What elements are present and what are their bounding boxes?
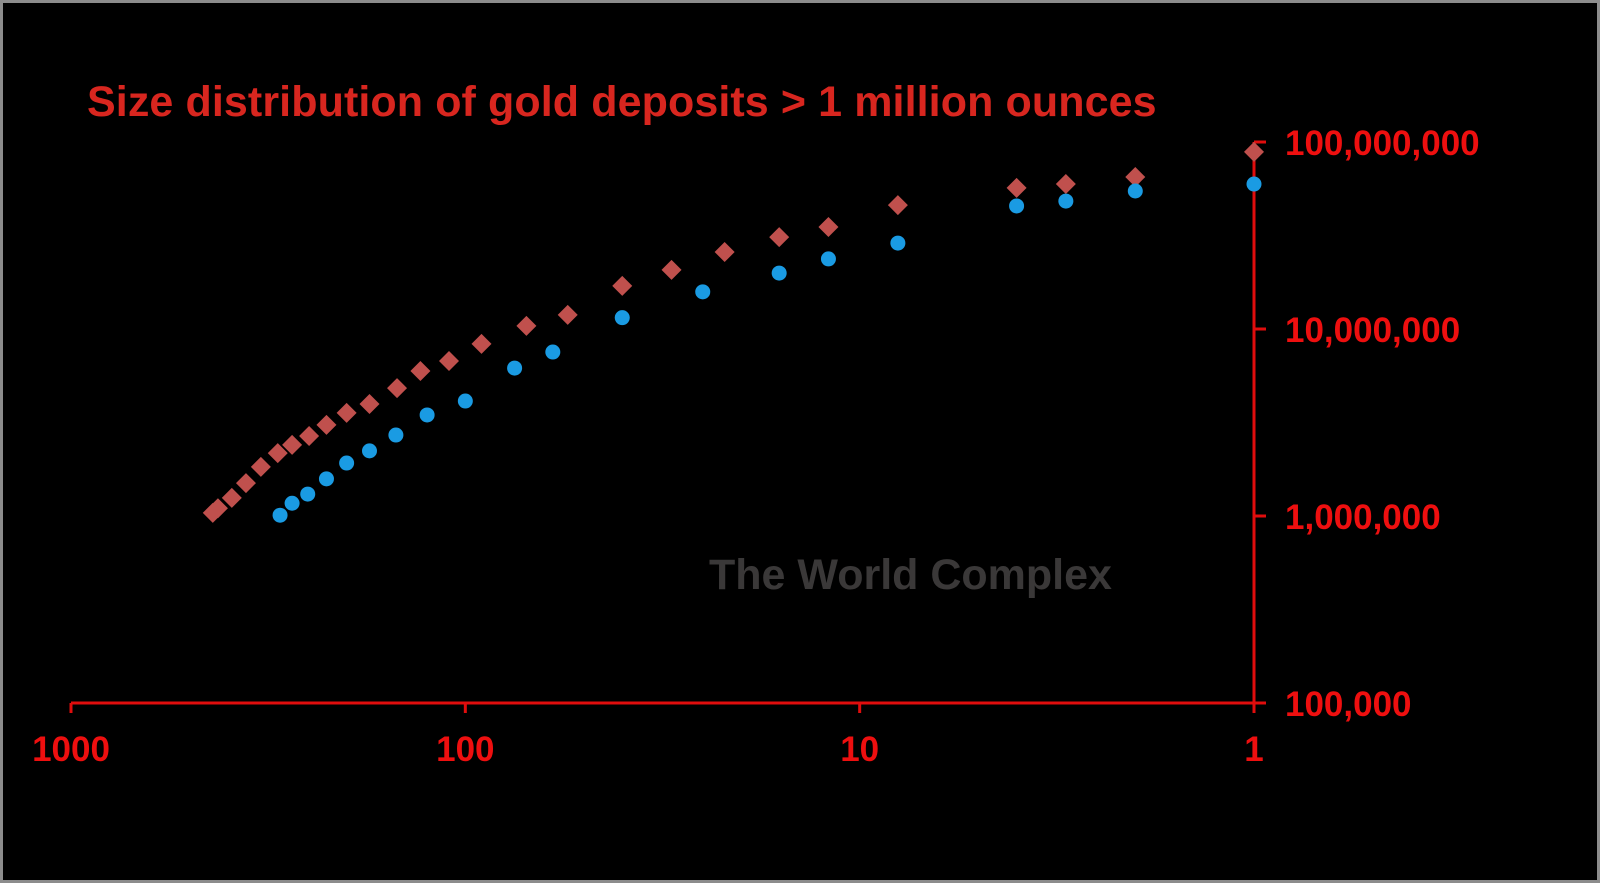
circle-marker bbox=[361, 443, 377, 459]
circle-marker bbox=[1009, 198, 1025, 214]
diamond-marker bbox=[818, 217, 839, 238]
y-tick-label: 100,000,000 bbox=[1285, 124, 1480, 163]
diamond-marker bbox=[557, 304, 578, 325]
diamond-marker bbox=[439, 351, 460, 372]
series-blue-circles bbox=[272, 176, 1262, 523]
circle-marker bbox=[1058, 193, 1074, 209]
diamond-marker bbox=[282, 434, 303, 455]
series-red-diamonds bbox=[202, 141, 1264, 523]
circle-marker bbox=[614, 310, 630, 326]
diamond-marker bbox=[299, 425, 320, 446]
diamond-marker bbox=[714, 242, 735, 263]
x-tick-label: 1000 bbox=[32, 730, 110, 769]
diamond-marker bbox=[612, 275, 633, 296]
diamond-marker bbox=[336, 402, 357, 423]
diamond-marker bbox=[316, 414, 337, 435]
x-tick-label: 10 bbox=[840, 730, 879, 769]
x-tick-label: 100 bbox=[436, 730, 494, 769]
watermark-text: The World Complex bbox=[709, 551, 1112, 599]
diamond-marker bbox=[359, 394, 380, 415]
diamond-marker bbox=[471, 333, 492, 354]
diamond-marker bbox=[387, 378, 408, 399]
x-tick-label: 1 bbox=[1244, 730, 1263, 769]
diamond-marker bbox=[1125, 166, 1146, 187]
circle-marker bbox=[419, 407, 435, 423]
circle-marker bbox=[545, 344, 561, 360]
diamond-marker bbox=[516, 315, 537, 336]
diamond-marker bbox=[267, 443, 288, 464]
circle-marker bbox=[284, 495, 300, 511]
axes: 1000 100 10 1 100,000 1,000,000 10,000,000 100,… bbox=[32, 124, 1480, 769]
circle-marker bbox=[507, 360, 523, 376]
diamond-marker bbox=[250, 456, 271, 477]
circle-marker bbox=[1246, 176, 1262, 192]
circle-marker bbox=[339, 455, 355, 471]
diamond-marker bbox=[207, 498, 228, 519]
y-tick-label: 1,000,000 bbox=[1285, 498, 1441, 537]
circle-marker bbox=[318, 471, 334, 487]
diamond-marker bbox=[1006, 177, 1027, 198]
circle-marker bbox=[1127, 183, 1143, 199]
circle-marker bbox=[457, 393, 473, 409]
circle-marker bbox=[771, 265, 787, 281]
circle-marker bbox=[272, 507, 288, 523]
y-tick-label: 100,000 bbox=[1285, 685, 1412, 724]
diamond-marker bbox=[235, 473, 256, 494]
circle-marker bbox=[388, 427, 404, 443]
diamond-marker bbox=[221, 487, 242, 508]
y-tick-label: 10,000,000 bbox=[1285, 311, 1460, 350]
circle-marker bbox=[890, 235, 906, 251]
circle-marker bbox=[695, 284, 711, 300]
diamond-marker bbox=[1055, 174, 1076, 195]
diamond-marker bbox=[410, 361, 431, 382]
circle-marker bbox=[820, 251, 836, 267]
circle-marker bbox=[300, 486, 316, 502]
diamond-marker bbox=[661, 259, 682, 280]
diamond-marker bbox=[769, 227, 790, 248]
series-layer bbox=[202, 141, 1264, 523]
diamond-marker bbox=[1244, 141, 1264, 162]
chart-title: Size distribution of gold deposits > 1 m… bbox=[87, 78, 1157, 126]
diamond-marker bbox=[887, 195, 908, 216]
